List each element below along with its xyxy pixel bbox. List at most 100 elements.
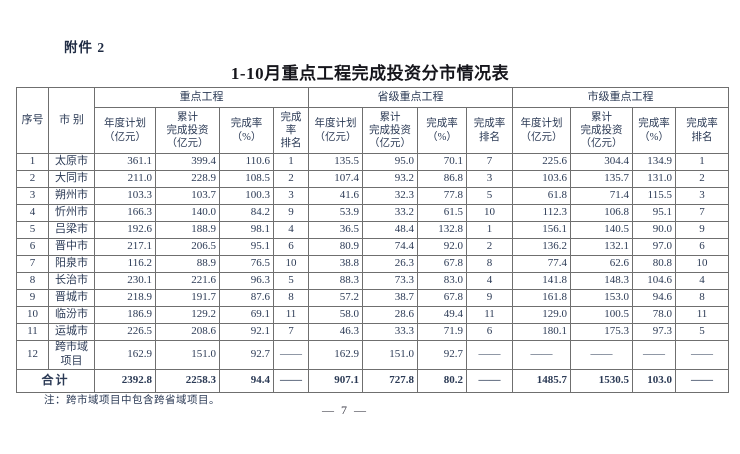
value-cell: 110.6 xyxy=(219,153,274,171)
value-cell: 69.1 xyxy=(219,306,274,324)
city-name-cell: 忻州市 xyxy=(48,204,95,222)
table-row: 10 临汾市 186.9 129.2 69.1 11 58.0 28.6 49.4 11 129.0… xyxy=(16,306,729,324)
value-cell: 156.1 xyxy=(512,221,571,239)
header-serial: 序号 xyxy=(16,87,49,154)
value-cell: 153.0 xyxy=(570,289,633,307)
value-cell: 97.3 xyxy=(632,323,676,341)
city-name-cell: 临汾市 xyxy=(48,306,95,324)
value-cell: 61.5 xyxy=(417,204,467,222)
city-name-cell: 吕梁市 xyxy=(48,221,95,239)
total-value-cell: 94.4 xyxy=(219,368,274,393)
value-cell: 115.5 xyxy=(632,187,676,205)
table-row: 9 晋城市 218.9 191.7 87.6 8 57.2 38.7 67.8 9 161.8 153… xyxy=(16,289,729,307)
rank-cell: 6 xyxy=(273,238,309,256)
table-row: 2 大同市 211.0 228.9 108.5 2 107.4 93.2 86.8 3 103.6 1… xyxy=(16,170,729,188)
total-label-cell: 合计 xyxy=(16,368,95,393)
value-cell: 304.4 xyxy=(570,153,633,171)
rank-cell: 4 xyxy=(466,272,513,290)
table-row: 5 吕梁市 192.6 188.9 98.1 4 36.5 48.4 132.8 1 156.1 14… xyxy=(16,221,729,239)
table-row: 6 晋中市 217.1 206.5 95.1 6 80.9 74.4 92.0 2 136.2 132… xyxy=(16,238,729,256)
group-header-row: 序号 市 别 重点工程 省级重点工程 市级重点工程 xyxy=(16,87,729,154)
rank-cell: 7 xyxy=(466,153,513,171)
value-cell: 399.4 xyxy=(155,153,220,171)
serial-cell: 3 xyxy=(16,187,49,205)
value-cell: 70.1 xyxy=(417,153,467,171)
value-cell: 97.0 xyxy=(632,238,676,256)
value-cell: 162.9 xyxy=(308,340,363,370)
total-value-cell: —— xyxy=(273,368,309,393)
value-cell: 192.6 xyxy=(94,221,156,239)
value-cell: 98.1 xyxy=(219,221,274,239)
city-name-cell: 朔州市 xyxy=(48,187,95,205)
rank-cell: 3 xyxy=(675,187,729,205)
value-cell: 226.5 xyxy=(94,323,156,341)
value-cell: 108.5 xyxy=(219,170,274,188)
value-cell: 129.2 xyxy=(155,306,220,324)
rank-cell: 10 xyxy=(273,255,309,273)
value-cell: 71.4 xyxy=(570,187,633,205)
city-name-cell: 运城市 xyxy=(48,323,95,341)
value-cell: 86.8 xyxy=(417,170,467,188)
value-cell: 112.3 xyxy=(512,204,571,222)
serial-cell: 2 xyxy=(16,170,49,188)
value-cell: 32.3 xyxy=(362,187,418,205)
total-value-cell: —— xyxy=(675,368,729,393)
investment-table: 序号 市 别 重点工程 省级重点工程 市级重点工程 年度计划 （亿元） 累计 完… xyxy=(16,87,729,393)
rank-cell: 9 xyxy=(675,221,729,239)
value-cell: 148.3 xyxy=(570,272,633,290)
value-cell: 48.4 xyxy=(362,221,418,239)
value-cell: 83.0 xyxy=(417,272,467,290)
value-cell: 225.6 xyxy=(512,153,571,171)
total-value-cell: —— xyxy=(466,368,513,393)
rank-cell: 9 xyxy=(466,289,513,307)
attachment-label: 附件 2 xyxy=(64,40,106,55)
rank-cell: —— xyxy=(466,340,513,370)
value-cell: 103.7 xyxy=(155,187,220,205)
value-cell: 33.3 xyxy=(362,323,418,341)
header-rate-rank: 完成率 排名 xyxy=(466,107,513,154)
serial-cell: 10 xyxy=(16,306,49,324)
value-cell: 95.1 xyxy=(632,204,676,222)
total-value-cell: 103.0 xyxy=(632,368,676,393)
value-cell: 77.4 xyxy=(512,255,571,273)
value-cell: 166.3 xyxy=(94,204,156,222)
value-cell: 80.9 xyxy=(308,238,363,256)
value-cell: 95.0 xyxy=(362,153,418,171)
value-cell: 80.8 xyxy=(632,255,676,273)
value-cell: 67.8 xyxy=(417,255,467,273)
header-completion-rate: 完成率 （%） xyxy=(219,107,274,154)
header-annual-plan: 年度计划 （亿元） xyxy=(94,107,156,154)
value-cell: 140.0 xyxy=(155,204,220,222)
page-title: 1-10月重点工程完成投资分市情况表 xyxy=(230,64,510,83)
city-name-cell: 长治市 xyxy=(48,272,95,290)
value-cell: 74.4 xyxy=(362,238,418,256)
value-cell: 104.6 xyxy=(632,272,676,290)
value-cell: 206.5 xyxy=(155,238,220,256)
rank-cell: 1 xyxy=(675,153,729,171)
value-cell: 46.3 xyxy=(308,323,363,341)
value-cell: 57.2 xyxy=(308,289,363,307)
serial-cell: 11 xyxy=(16,323,49,341)
value-cell: 131.0 xyxy=(632,170,676,188)
value-cell: 208.6 xyxy=(155,323,220,341)
footnote: 注：跨市域项目中包含跨省域项目。 xyxy=(44,395,220,406)
serial-cell: 12 xyxy=(16,340,49,370)
city-name-cell: 阳泉市 xyxy=(48,255,95,273)
total-value-cell: 80.2 xyxy=(417,368,467,393)
value-cell: 49.4 xyxy=(417,306,467,324)
value-cell: 96.3 xyxy=(219,272,274,290)
total-row: 合计 2392.8 2258.3 94.4 —— 907.1 727.8 80.… xyxy=(16,368,729,393)
rank-cell: 4 xyxy=(273,221,309,239)
value-cell: 33.2 xyxy=(362,204,418,222)
rank-cell: 9 xyxy=(273,204,309,222)
value-cell: 38.7 xyxy=(362,289,418,307)
value-cell: 151.0 xyxy=(362,340,418,370)
city-name-cell: 太原市 xyxy=(48,153,95,171)
header-cumulative-investment: 累计 完成投资 （亿元） xyxy=(362,107,418,154)
table-row: 7 阳泉市 116.2 88.9 76.5 10 38.8 26.3 67.8 8 77.4 62.6… xyxy=(16,255,729,273)
serial-cell: 4 xyxy=(16,204,49,222)
value-cell: 73.3 xyxy=(362,272,418,290)
table-row: 11 运城市 226.5 208.6 92.1 7 46.3 33.3 71.9 6 180.1 17… xyxy=(16,323,729,341)
header-city: 市 别 xyxy=(48,87,95,154)
value-cell: 141.8 xyxy=(512,272,571,290)
